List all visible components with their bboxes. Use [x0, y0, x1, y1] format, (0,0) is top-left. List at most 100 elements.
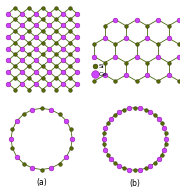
Point [75, 59, 78, 62]
Point [20, 59, 23, 62]
Point [125, 61, 127, 64]
Point [157, 117, 160, 120]
Point [157, 157, 160, 160]
Point [34, 12, 37, 15]
Point [7, 70, 10, 74]
Point [135, 43, 138, 46]
Point [163, 148, 166, 151]
Point [7, 59, 10, 62]
Point [55, 53, 58, 56]
Point [55, 41, 58, 44]
Point [103, 24, 106, 27]
Legend: Si, Ge: Si, Ge [94, 64, 107, 77]
Point [20, 12, 23, 15]
Point [14, 6, 16, 9]
Point [167, 24, 170, 27]
Point [34, 24, 37, 27]
Point [93, 43, 96, 46]
Point [55, 76, 58, 79]
Point [7, 35, 10, 38]
Point [133, 106, 136, 109]
Point [157, 43, 159, 46]
Point [146, 73, 149, 76]
Point [153, 113, 156, 116]
Point [62, 24, 65, 27]
Point [75, 82, 78, 85]
Point [31, 167, 34, 170]
Point [14, 76, 16, 79]
Point [103, 73, 106, 76]
Point [178, 43, 181, 46]
Point [27, 88, 30, 91]
Point [41, 76, 44, 79]
Point [133, 169, 136, 172]
Point [157, 80, 159, 83]
Point [113, 161, 116, 164]
Point [27, 65, 30, 68]
Point [104, 127, 107, 130]
Point [48, 35, 51, 38]
Point [31, 108, 34, 111]
Point [62, 47, 65, 50]
Point [11, 147, 14, 150]
Point [20, 24, 23, 27]
Point [146, 61, 149, 64]
Point [14, 65, 16, 68]
Point [14, 18, 16, 21]
Point [20, 70, 23, 74]
Point [69, 30, 71, 33]
Point [62, 35, 65, 38]
Point [34, 59, 37, 62]
Point [144, 167, 147, 170]
Point [75, 70, 78, 74]
Point [128, 107, 131, 110]
Point [167, 61, 170, 64]
Point [62, 59, 65, 62]
Point [71, 137, 74, 140]
Point [55, 6, 58, 9]
Point [146, 37, 149, 40]
Point [11, 128, 14, 131]
Point [69, 88, 71, 91]
Point [114, 18, 117, 21]
Point [139, 107, 142, 110]
Point [123, 167, 126, 170]
Point [41, 18, 44, 21]
Point [41, 41, 44, 44]
Point [69, 128, 72, 131]
Point [149, 164, 152, 167]
Point [110, 117, 112, 120]
Point [55, 65, 58, 68]
Point [27, 53, 30, 56]
Point [118, 110, 121, 113]
Point [75, 12, 78, 15]
Point [161, 153, 163, 156]
Point [144, 108, 147, 111]
Point [149, 110, 152, 113]
Point [14, 53, 16, 56]
Point [113, 113, 116, 116]
Point [75, 35, 78, 38]
Text: (b): (b) [129, 179, 140, 188]
Point [164, 143, 167, 146]
Point [75, 47, 78, 50]
Point [58, 162, 61, 165]
Point [163, 127, 166, 130]
Point [34, 35, 37, 38]
Point [69, 65, 71, 68]
Point [69, 6, 71, 9]
Point [104, 148, 107, 151]
Point [15, 155, 18, 158]
Point [27, 18, 30, 21]
Point [93, 80, 96, 83]
Point [135, 80, 138, 83]
Point [178, 80, 181, 83]
Point [62, 70, 65, 74]
Point [20, 47, 23, 50]
Point [55, 30, 58, 33]
Point [48, 70, 51, 74]
Point [114, 43, 117, 46]
Point [135, 18, 138, 21]
Point [125, 24, 127, 27]
Point [139, 168, 142, 171]
